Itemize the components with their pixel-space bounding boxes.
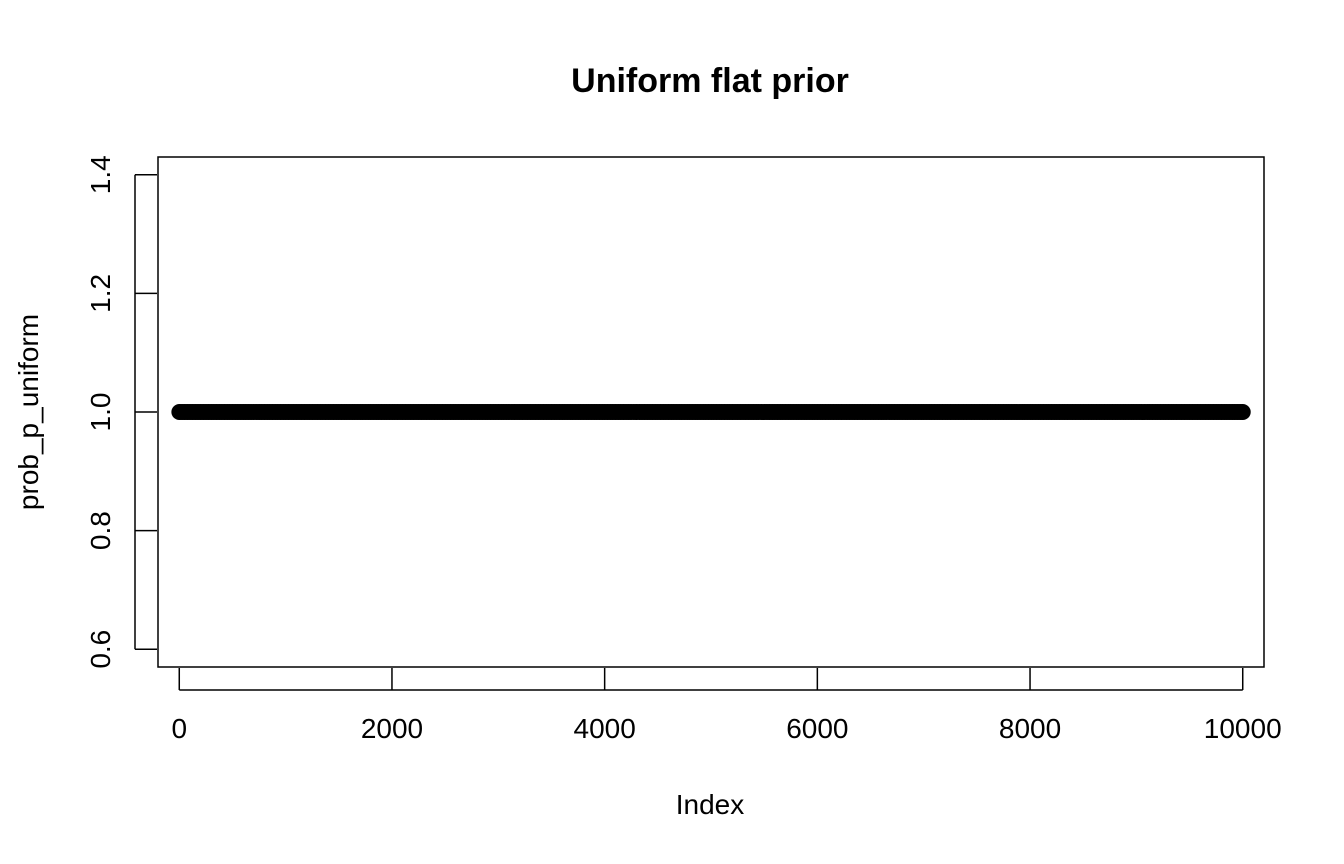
- x-tick-label: 0: [171, 713, 187, 744]
- plot-frame: [157, 156, 1265, 668]
- y-tick-label: 1.4: [85, 155, 116, 194]
- y-axis: 0.6 0.8 1.0 1.2 1.4: [85, 155, 157, 669]
- x-tick-label: 6000: [786, 713, 848, 744]
- x-axis-label: Index: [676, 789, 745, 820]
- chart-title: Uniform flat prior: [571, 62, 849, 100]
- x-axis: 0 2000 4000 6000 8000 10000: [171, 668, 1282, 744]
- y-axis-label: prob_p_uniform: [13, 314, 44, 510]
- data-point: [1234, 404, 1251, 420]
- data-points: [171, 404, 1251, 420]
- x-tick-label: 10000: [1204, 713, 1282, 744]
- y-tick-label: 0.6: [85, 630, 116, 669]
- x-tick-label: 2000: [361, 713, 423, 744]
- y-tick-label: 1.2: [85, 274, 116, 313]
- y-tick-label: 0.8: [85, 511, 116, 550]
- y-tick-label: 1.0: [85, 393, 116, 432]
- x-tick-label: 4000: [574, 713, 636, 744]
- x-tick-label: 8000: [999, 713, 1061, 744]
